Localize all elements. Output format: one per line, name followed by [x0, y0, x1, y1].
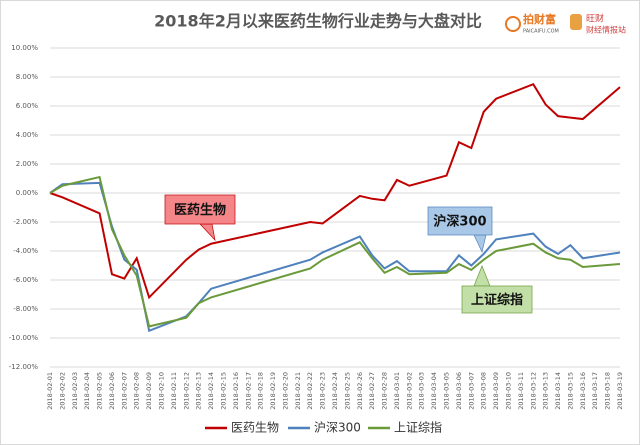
- series-line: [49, 83, 621, 300]
- callout-label: 沪深300: [433, 214, 486, 230]
- callout-label: 上证综指: [471, 292, 523, 308]
- y-tick-label: 10.00%: [11, 44, 38, 52]
- logo-name: 旺财: [586, 13, 604, 25]
- callout-box: [427, 206, 493, 236]
- y-tick-label: -2.00%: [13, 218, 38, 226]
- x-tick-label: 2018-02-19: [269, 372, 277, 410]
- x-tick-label: 2018-03-13: [542, 372, 550, 410]
- x-tick-label: 2018-03-07: [467, 372, 475, 410]
- x-tick-label: 2018-02-26: [356, 372, 364, 410]
- callout-label: 医药生物: [174, 202, 226, 218]
- x-tick-label: 2018-02-14: [207, 372, 215, 410]
- y-tick-label: -12.00%: [9, 363, 39, 371]
- x-tick-label: 2018-03-05: [443, 372, 451, 410]
- x-tick-label: 2018-03-02: [405, 372, 413, 410]
- x-tick-label: 2018-03-06: [455, 372, 463, 410]
- x-tick-label: 2018-02-06: [108, 372, 116, 410]
- x-tick-label: 2018-02-10: [158, 372, 166, 410]
- logo-tagline: 财经情报站: [586, 25, 626, 35]
- x-tick-label: 2018-02-03: [71, 372, 79, 410]
- x-tick-label: 2018-02-24: [331, 372, 339, 410]
- x-tick-label: 2018-03-04: [430, 372, 438, 410]
- x-tick-label: 2018-03-03: [418, 372, 426, 410]
- x-tick-label: 2018-03-12: [529, 372, 537, 410]
- y-tick-label: 6.00%: [16, 102, 39, 110]
- legend-label: 上证综指: [394, 420, 442, 435]
- x-tick-label: 2018-02-08: [133, 372, 141, 410]
- y-tick-label: 2.00%: [16, 160, 39, 168]
- logo-site: PAICAIFU.COM: [523, 29, 559, 35]
- x-tick-label: 2018-02-04: [83, 372, 91, 410]
- x-tick-label: 2018-02-21: [294, 372, 302, 410]
- x-tick-label: 2018-02-15: [219, 372, 227, 410]
- x-tick-label: 2018-02-11: [170, 372, 178, 410]
- callout-box: [461, 285, 533, 314]
- x-tick-label: 2018-03-10: [504, 372, 512, 410]
- x-tick-label: 2018-03-19: [616, 372, 624, 410]
- x-tick-label: 2018-02-01: [46, 372, 54, 410]
- x-tick-label: 2018-03-18: [604, 372, 612, 410]
- x-tick-label: 2018-02-12: [182, 372, 190, 410]
- y-tick-label: 0.00%: [16, 189, 39, 197]
- chart-title: 2018年2月以来医药生物行业走势与大盘对比: [154, 12, 482, 31]
- x-tick-label: 2018-02-22: [306, 372, 314, 410]
- x-tick-label: 2018-02-20: [281, 372, 289, 410]
- y-tick-label: -8.00%: [13, 305, 38, 313]
- x-tick-label: 2018-03-15: [566, 372, 574, 410]
- x-tick-label: 2018-02-05: [96, 372, 104, 410]
- x-tick-label: 2018-03-14: [554, 372, 562, 410]
- x-tick-label: 2018-03-16: [579, 372, 587, 410]
- x-tick-label: 2018-02-18: [257, 372, 265, 410]
- logo-mascot: [570, 14, 582, 30]
- x-tick-label: 2018-02-25: [343, 372, 351, 410]
- x-tick-label: 2018-02-28: [381, 372, 389, 410]
- series-line: [49, 175, 621, 328]
- logo-brand: 拍财富: [523, 12, 556, 26]
- x-tick-label: 2018-03-01: [393, 372, 401, 410]
- x-tick-label: 2018-02-07: [120, 372, 128, 410]
- y-tick-label: 4.00%: [16, 131, 39, 139]
- x-tick-label: 2018-03-11: [517, 372, 525, 410]
- logo-icon: [505, 16, 521, 32]
- x-tick-label: 2018-02-16: [232, 372, 240, 410]
- y-tick-label: 8.00%: [16, 73, 39, 81]
- x-tick-label: 2018-03-08: [480, 372, 488, 410]
- x-tick-label: 2018-02-23: [319, 372, 327, 410]
- x-tick-label: 2018-03-09: [492, 372, 500, 410]
- callout-box: [164, 194, 236, 225]
- y-tick-label: -4.00%: [13, 247, 38, 255]
- x-tick-label: 2018-02-02: [58, 372, 66, 410]
- legend-label: 医药生物: [231, 421, 279, 435]
- x-tick-label: 2018-02-17: [244, 372, 252, 410]
- legend-label: 沪深300: [314, 421, 361, 435]
- y-tick-label: -10.00%: [9, 334, 39, 342]
- x-tick-label: 2018-02-27: [368, 372, 376, 410]
- y-tick-label: -6.00%: [13, 276, 38, 284]
- x-tick-label: 2018-03-17: [591, 372, 599, 410]
- x-tick-label: 2018-02-13: [195, 372, 203, 410]
- x-tick-label: 2018-02-09: [145, 372, 153, 410]
